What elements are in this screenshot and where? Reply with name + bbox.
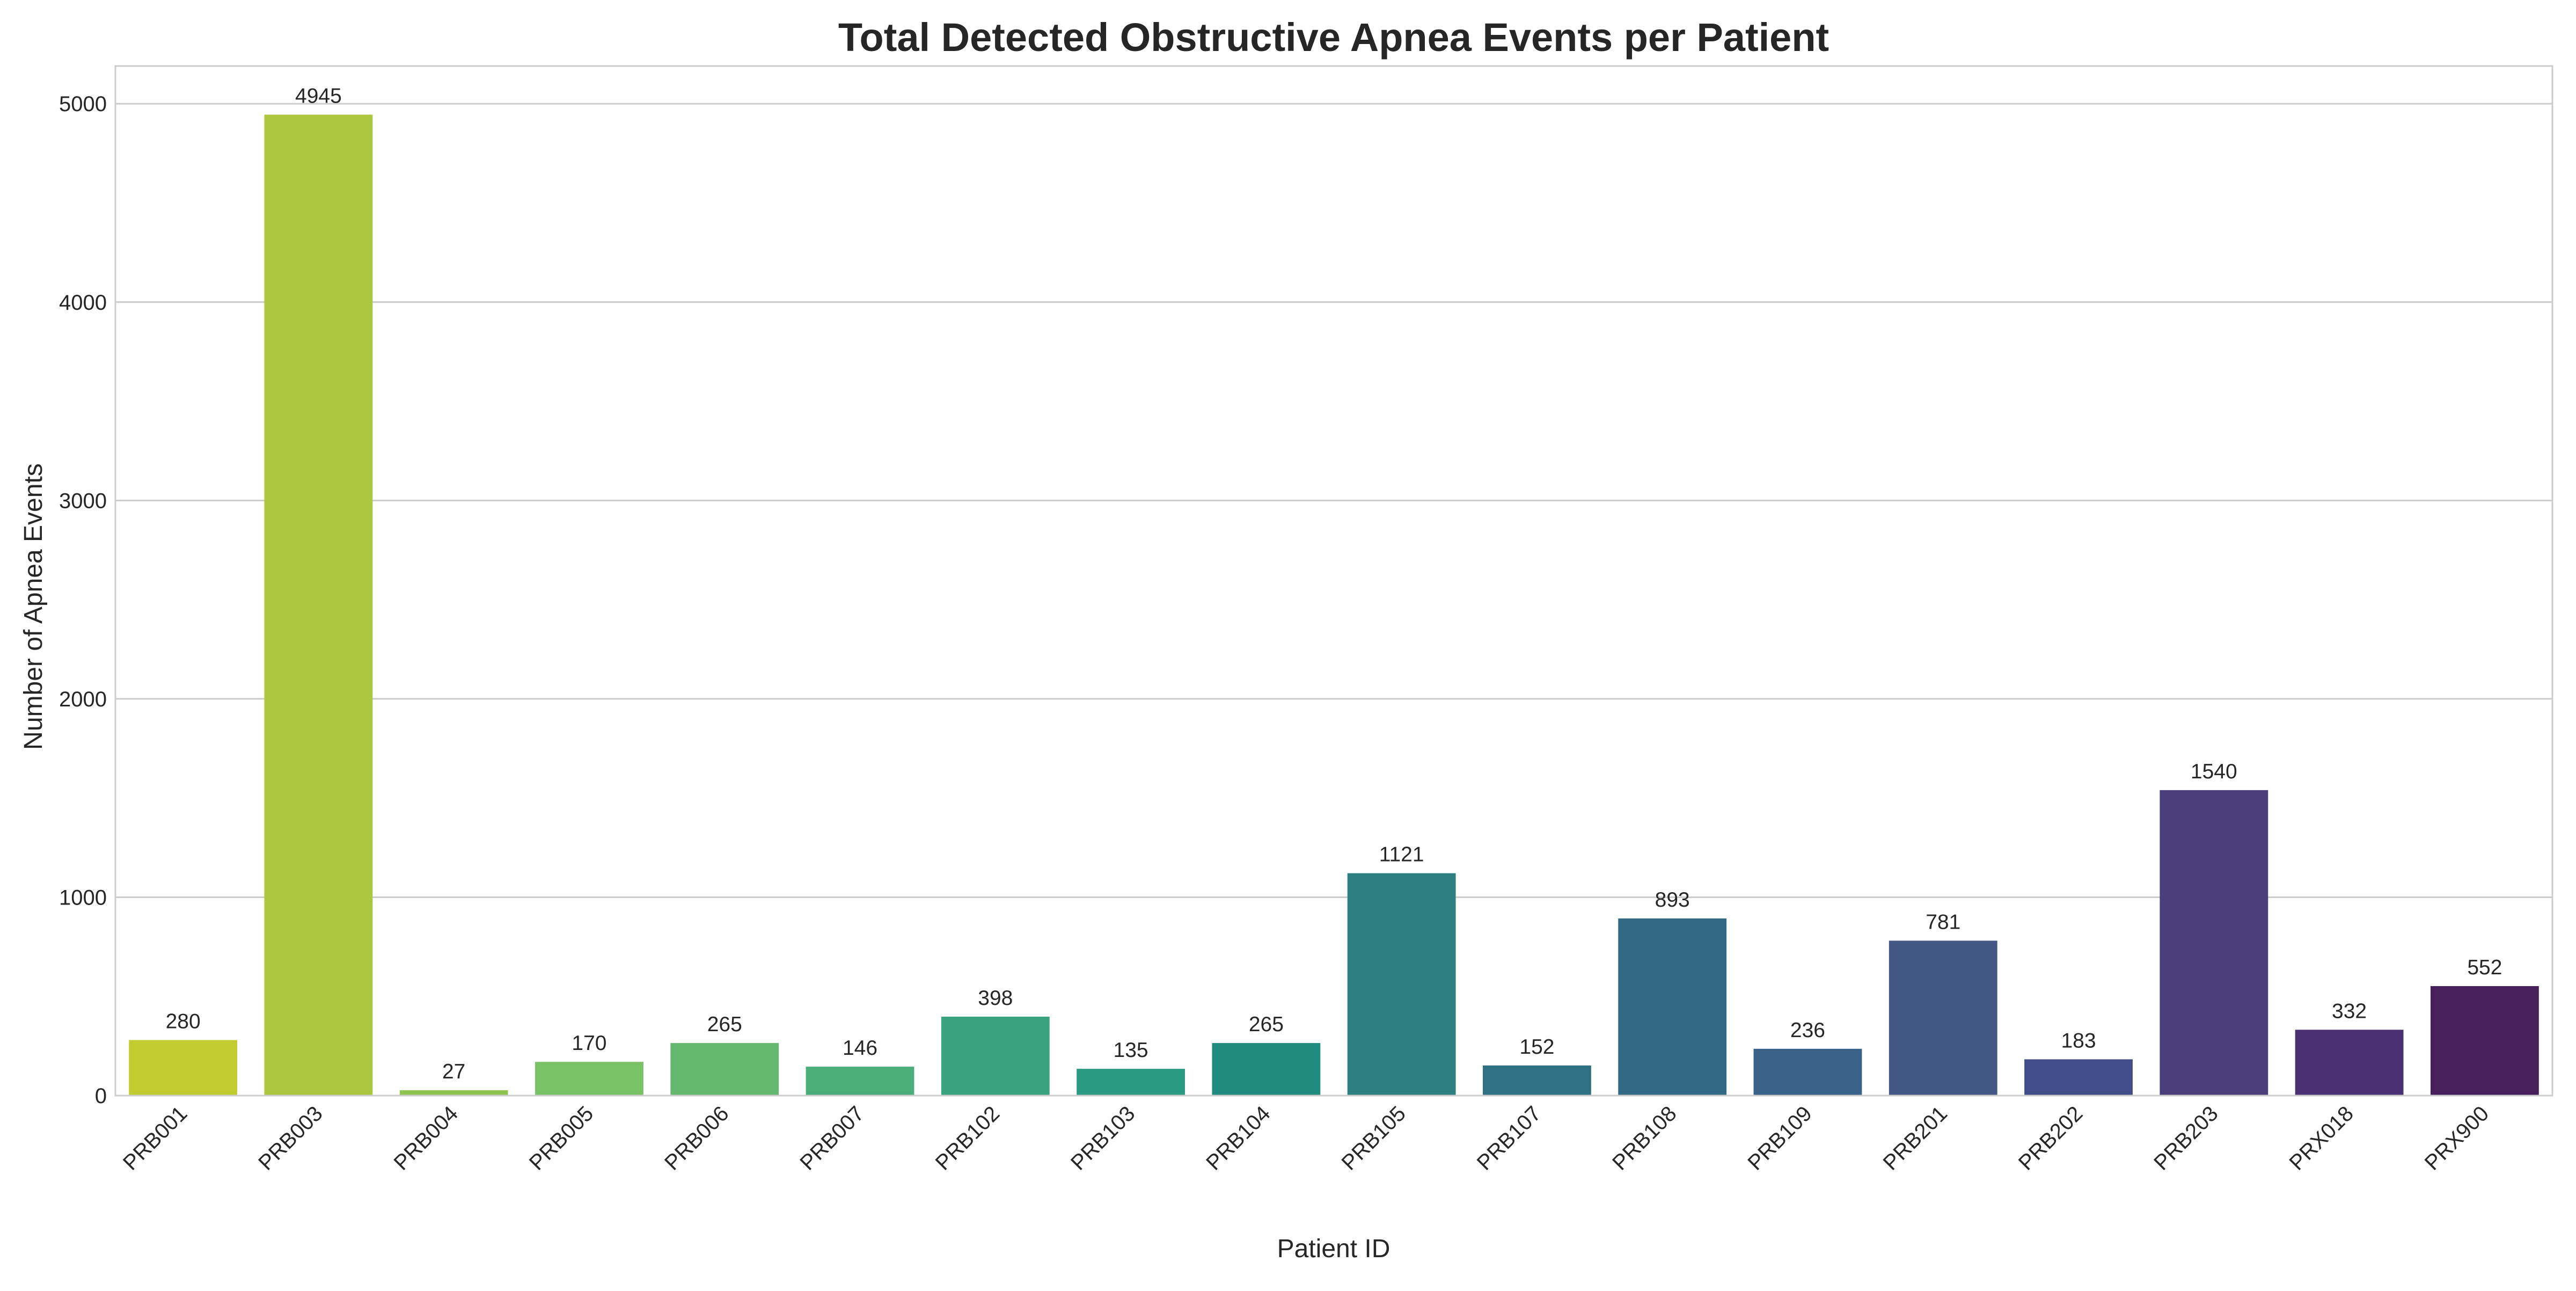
x-tick-label: PRB105: [1337, 1102, 1410, 1175]
x-axis-ticks: PRB001 PRB003 PRB004 PRB005 PRB006 PRB007 PRB1…: [119, 1102, 2493, 1175]
x-tick-label: PRB001: [119, 1102, 192, 1175]
data-label-prb102: 398: [978, 987, 1013, 1010]
data-label-prb103: 135: [1114, 1039, 1148, 1062]
data-label-prb005: 170: [572, 1032, 606, 1055]
y-tick-label: 4000: [59, 291, 107, 315]
x-tick-label: PRB007: [795, 1102, 868, 1175]
data-label-prb003: 4945: [295, 85, 342, 108]
data-label-prx900: 552: [2467, 956, 2502, 979]
bar-prb105: [1347, 873, 1456, 1096]
bar-prb107: [1483, 1065, 1591, 1096]
bar-prx900: [2430, 986, 2539, 1096]
data-label-prb001: 280: [166, 1010, 201, 1033]
bar-prb102: [941, 1016, 1050, 1096]
bar-prb202: [2024, 1059, 2133, 1096]
y-tick-label: 2000: [59, 688, 107, 711]
bar-prb201: [1889, 940, 1997, 1096]
x-axis-label: Patient ID: [1277, 1235, 1391, 1263]
data-label-prb104: 265: [1249, 1013, 1284, 1036]
plot-frame: [114, 65, 2553, 1097]
x-tick-label: PRB102: [931, 1102, 1004, 1175]
x-tick-label: PRB201: [1879, 1102, 1952, 1175]
bar-prb203: [2160, 790, 2268, 1096]
bar-prb007: [806, 1067, 914, 1096]
data-label-prb108: 893: [1655, 888, 1690, 911]
y-tick-label: 1000: [59, 886, 107, 909]
bar-prb006: [670, 1043, 779, 1096]
bar-prb104: [1212, 1043, 1321, 1096]
x-tick-label: PRB203: [2149, 1102, 2222, 1175]
bar-prx018: [2295, 1030, 2404, 1096]
y-tick-label: 0: [95, 1084, 107, 1108]
y-axis-label: Number of Apnea Events: [19, 463, 48, 750]
data-label-prb202: 183: [2061, 1029, 2096, 1052]
x-tick-label: PRX018: [2285, 1102, 2358, 1175]
bar-prb103: [1077, 1069, 1185, 1096]
bar-prb109: [1753, 1048, 1862, 1096]
data-labels: 280 4945 27 170 265 146 398 135 265 1121 152 893 236…: [166, 85, 2502, 1083]
y-tick-label: 3000: [59, 489, 107, 513]
x-tick-label: PRB006: [660, 1102, 733, 1175]
x-tick-label: PRB202: [2014, 1102, 2087, 1175]
data-label-prb105: 1121: [1379, 843, 1424, 866]
bar-prb003: [264, 114, 373, 1096]
bar-prb108: [1618, 918, 1727, 1096]
x-tick-label: PRX900: [2420, 1102, 2493, 1175]
bar-prb005: [535, 1062, 643, 1096]
x-tick-label: PRB109: [1743, 1102, 1816, 1175]
x-tick-label: PRB107: [1473, 1102, 1546, 1175]
bar-prb004: [399, 1090, 508, 1096]
x-tick-label: PRB103: [1066, 1102, 1139, 1175]
data-label-prb109: 236: [1790, 1019, 1825, 1042]
data-label-prx018: 332: [2332, 1000, 2367, 1023]
bar-prb001: [129, 1040, 238, 1096]
data-label-prb201: 781: [1926, 910, 1960, 933]
y-axis-ticks: 0 1000 2000 3000 4000 5000: [59, 92, 107, 1108]
data-label-prb203: 1540: [2191, 760, 2237, 783]
y-tick-label: 5000: [59, 92, 107, 116]
bars: [129, 114, 2539, 1096]
x-tick-label: PRB005: [525, 1102, 598, 1175]
data-label-prb006: 265: [707, 1013, 742, 1036]
x-tick-label: PRB004: [390, 1102, 463, 1175]
data-label-prb007: 146: [843, 1037, 877, 1060]
x-tick-label: PRB104: [1202, 1102, 1275, 1175]
data-label-prb004: 27: [442, 1060, 465, 1083]
chart-title: Total Detected Obstructive Apnea Events …: [838, 15, 1829, 60]
x-tick-label: PRB003: [254, 1102, 327, 1175]
x-tick-label: PRB108: [1608, 1102, 1681, 1175]
data-label-prb107: 152: [1519, 1035, 1554, 1059]
